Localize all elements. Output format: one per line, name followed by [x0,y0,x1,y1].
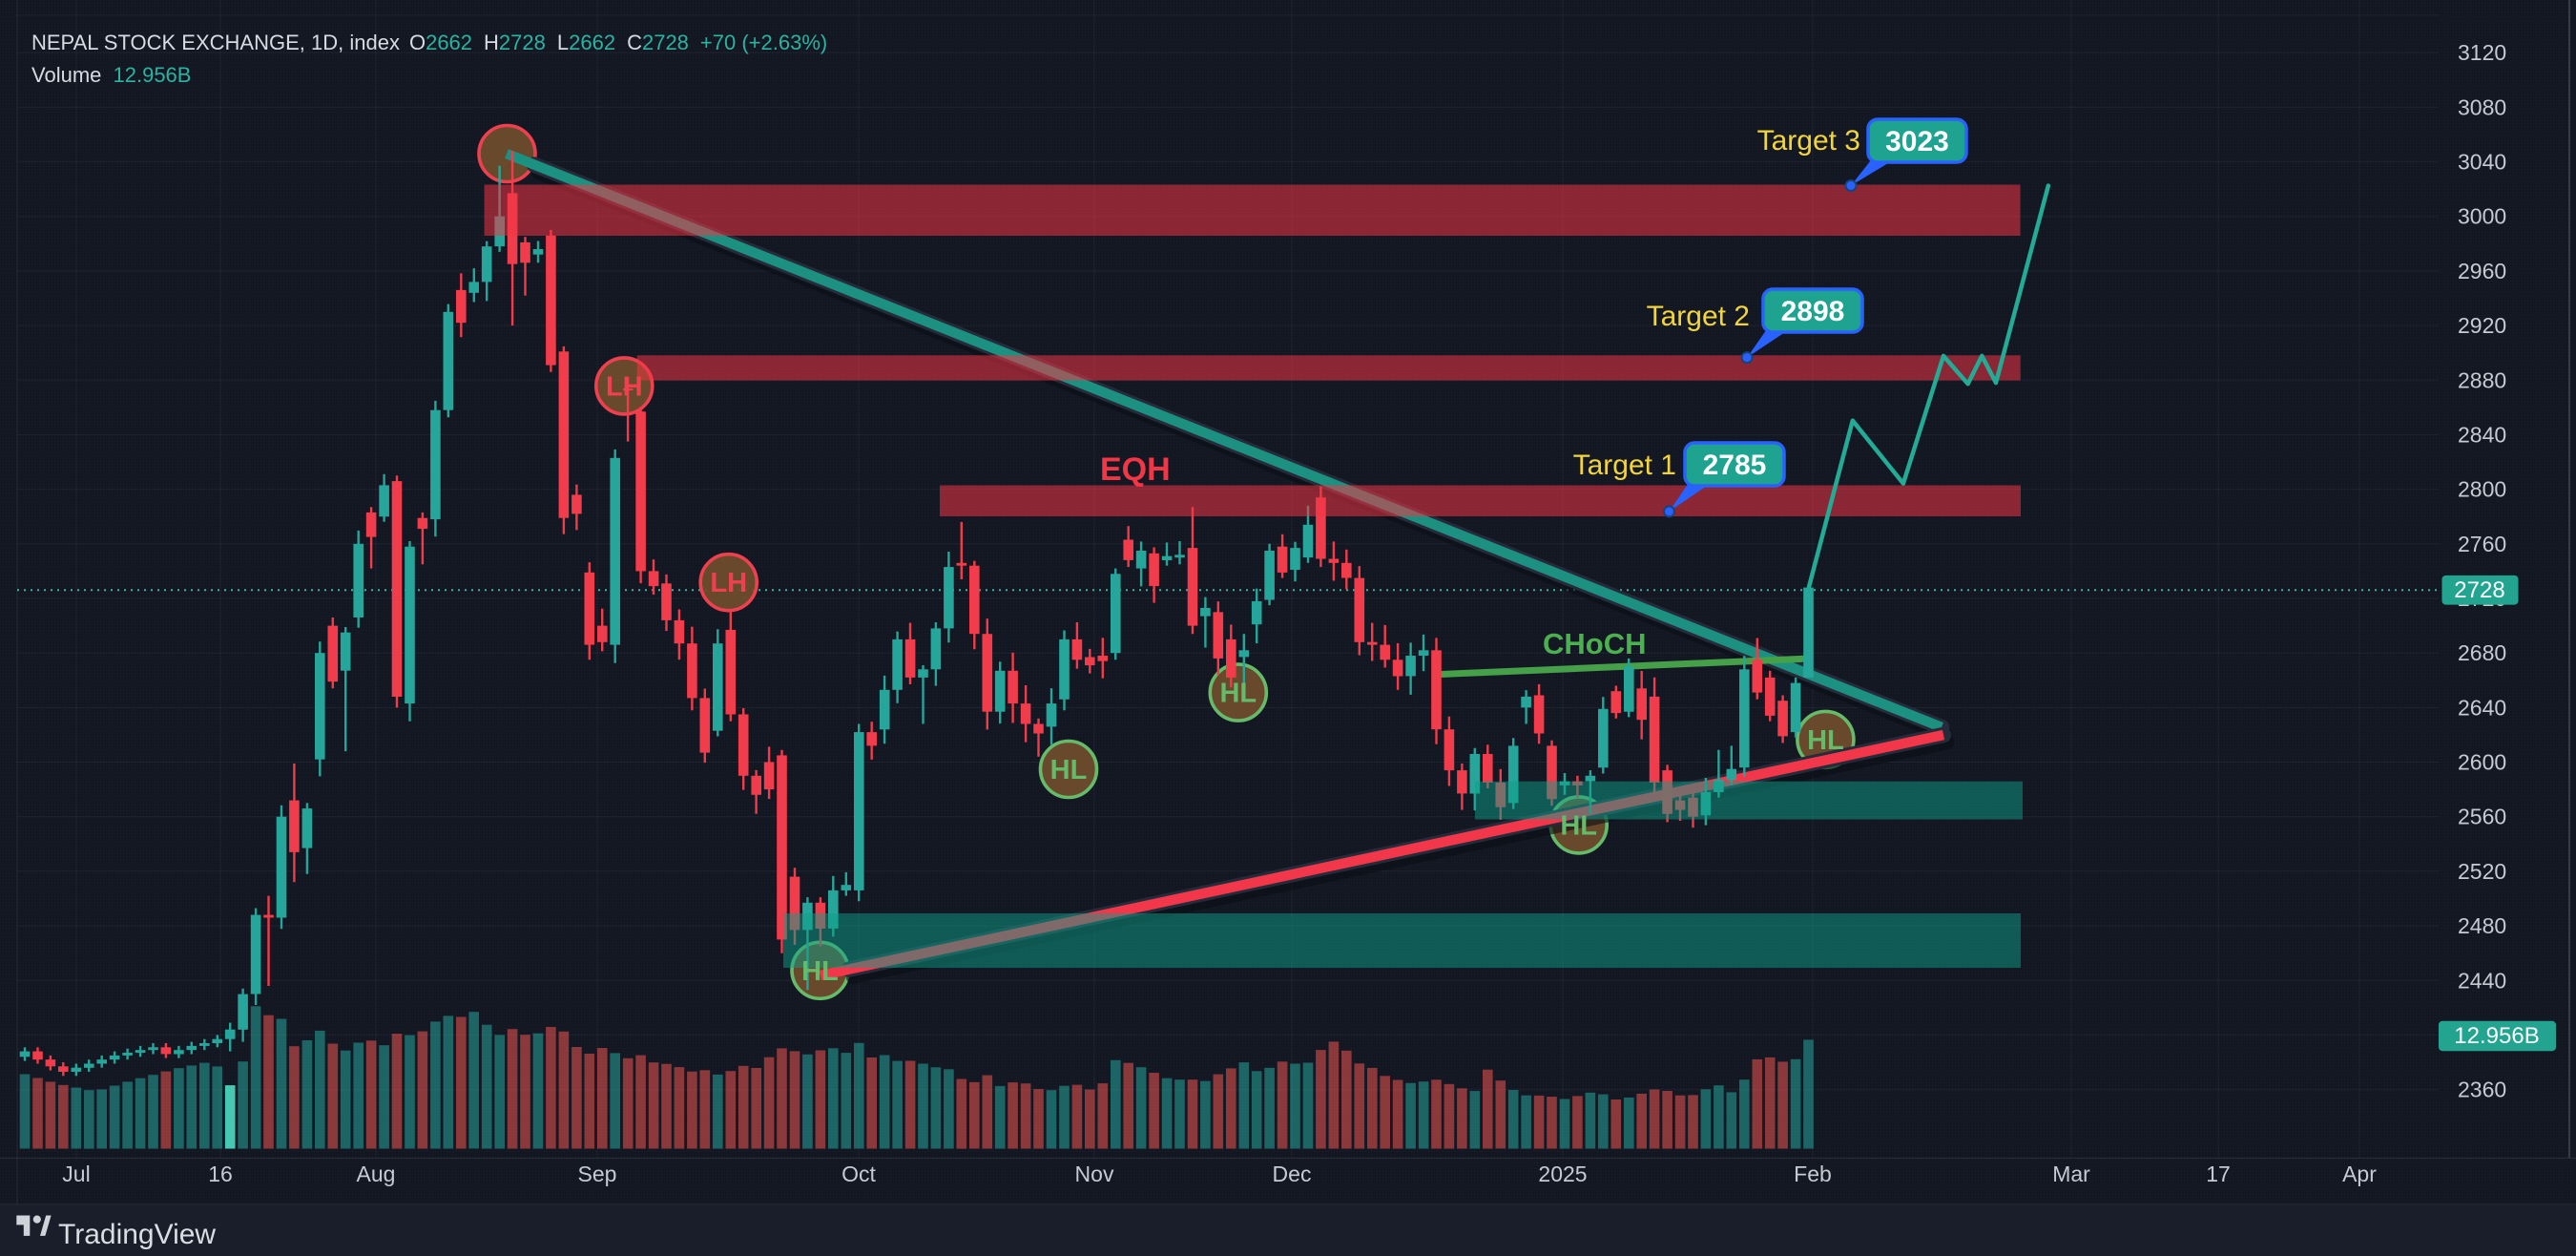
svg-text:Sep: Sep [578,1162,617,1186]
svg-text:17: 17 [2206,1162,2231,1186]
svg-text:HL: HL [1807,725,1844,756]
svg-text:3040: 3040 [2458,150,2506,175]
svg-text:Oct: Oct [841,1162,876,1186]
svg-text:Mar: Mar [2052,1162,2090,1186]
svg-text:2880: 2880 [2458,367,2506,392]
svg-text:LH: LH [710,568,747,598]
svg-text:NEPAL STOCK EXCHANGE, 1D, inde: NEPAL STOCK EXCHANGE, 1D, index O2662 H272… [31,31,827,54]
svg-text:2728: 2728 [2454,577,2504,603]
svg-text:16: 16 [208,1162,233,1186]
svg-text:2920: 2920 [2458,313,2506,338]
svg-text:3120: 3120 [2458,40,2506,65]
svg-text:2025: 2025 [1538,1162,1587,1186]
svg-text:CHoCH: CHoCH [1543,627,1647,660]
svg-text:2360: 2360 [2458,1078,2506,1102]
svg-text:2760: 2760 [2458,532,2506,556]
svg-text:Nov: Nov [1075,1162,1114,1186]
svg-text:Apr: Apr [2342,1162,2377,1186]
svg-text:HL: HL [801,956,839,987]
svg-text:2480: 2480 [2458,913,2506,938]
svg-text:2785: 2785 [1703,450,1767,481]
svg-text:3000: 3000 [2458,204,2506,229]
svg-text:Target 2: Target 2 [1647,301,1750,332]
svg-text:HL: HL [1050,755,1088,785]
svg-text:2440: 2440 [2458,968,2506,993]
svg-text:3023: 3023 [1885,126,1949,157]
svg-text:2680: 2680 [2458,640,2506,665]
svg-text:2898: 2898 [1781,296,1845,327]
svg-text:2840: 2840 [2458,423,2506,448]
svg-text:TradingView: TradingView [58,1219,216,1250]
svg-text:HL: HL [1560,810,1597,841]
svg-text:Target 3: Target 3 [1757,125,1860,157]
svg-text:12.956B: 12.956B [2454,1023,2539,1049]
svg-text:2960: 2960 [2458,259,2506,283]
svg-text:Jul: Jul [62,1162,90,1186]
svg-text:Feb: Feb [1794,1162,1832,1186]
svg-text:Aug: Aug [357,1162,396,1186]
svg-text:Dec: Dec [1273,1162,1312,1186]
svg-text:2640: 2640 [2458,695,2506,720]
svg-text:2560: 2560 [2458,805,2506,829]
svg-text:2800: 2800 [2458,477,2506,502]
svg-text:2520: 2520 [2458,859,2506,884]
svg-text:EQH: EQH [1100,451,1171,488]
svg-text:HL: HL [1219,679,1257,709]
svg-text:LH: LH [606,371,643,402]
svg-text:Target 1: Target 1 [1573,450,1676,481]
svg-text:3080: 3080 [2458,94,2506,119]
svg-text:2600: 2600 [2458,750,2506,775]
